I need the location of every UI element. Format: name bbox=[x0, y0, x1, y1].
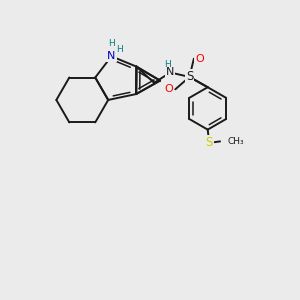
Text: O: O bbox=[164, 84, 173, 94]
Text: H: H bbox=[108, 39, 115, 48]
Text: CH₃: CH₃ bbox=[227, 137, 244, 146]
Text: N: N bbox=[107, 51, 116, 61]
Text: N: N bbox=[166, 68, 175, 77]
Text: O: O bbox=[195, 54, 204, 64]
Text: H: H bbox=[116, 45, 123, 54]
Text: H: H bbox=[164, 60, 171, 69]
Text: S: S bbox=[206, 136, 213, 149]
Text: S: S bbox=[186, 70, 193, 83]
